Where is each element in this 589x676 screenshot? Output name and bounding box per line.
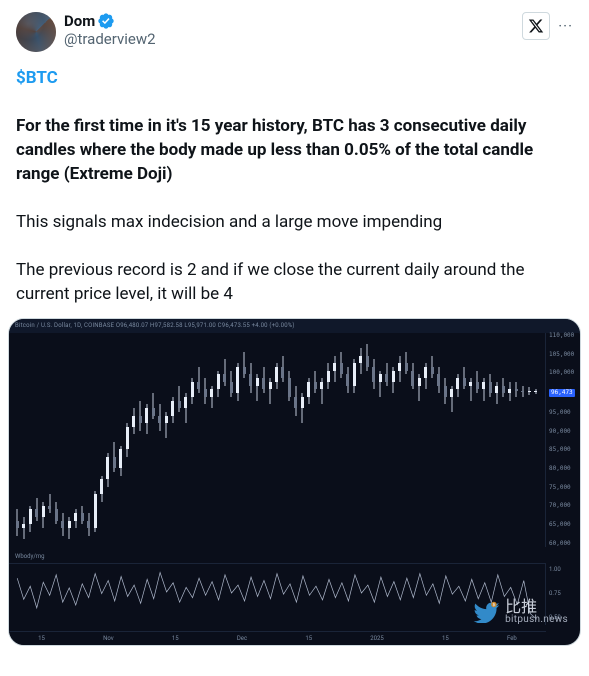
watermark: ₿ 比推 bitpush.news — [473, 599, 568, 625]
avatar[interactable] — [16, 12, 56, 52]
time-x-axis: 15 Nov 15 Dec 15 2025 15 Feb — [9, 631, 546, 645]
y-axis-label: 60,000 — [546, 541, 580, 547]
y-axis-label: 95,000 — [546, 410, 580, 416]
display-name[interactable]: Dom — [64, 12, 95, 30]
y-axis-label: 110,000 — [546, 333, 580, 339]
x-logo-icon[interactable] — [522, 12, 550, 40]
y-axis-label: 85,000 — [546, 447, 580, 453]
indicator-panel — [9, 563, 546, 625]
indicator-y-label: 0.75 — [546, 591, 580, 597]
tweet-card: Dom @traderview2 ··· $BTC For the first … — [0, 0, 589, 306]
tweet-para-2: This signals max indecision and a large … — [16, 210, 573, 234]
top-actions: ··· — [522, 12, 573, 40]
x-axis-label: Feb — [507, 635, 517, 642]
y-axis-label: 65,000 — [546, 522, 580, 528]
author-block: Dom @traderview2 — [64, 12, 156, 48]
price-y-axis: 110,000 105,000 100,000 96,473 95,000 90,000 8… — [546, 333, 580, 547]
x-axis-label: 2025 — [370, 635, 384, 642]
tweet-para-3: The previous record is 2 and if we close… — [16, 258, 573, 306]
handle[interactable]: @traderview2 — [64, 30, 156, 48]
svg-text:₿: ₿ — [493, 603, 496, 607]
x-axis-label: Nov — [103, 635, 114, 642]
watermark-cn-text: 比推 — [505, 599, 568, 615]
indicator-label: Wbody/rng — [15, 553, 45, 560]
tweet-header: Dom @traderview2 — [16, 12, 573, 52]
oscillator-line — [17, 572, 537, 619]
x-axis-label: 15 — [305, 635, 312, 642]
watermark-en-text: bitpush.news — [505, 615, 568, 625]
y-axis-label: 80,000 — [546, 466, 580, 472]
x-axis-label: 15 — [172, 635, 179, 642]
x-axis-label: Dec — [237, 635, 247, 642]
x-axis-label: 15 — [38, 635, 45, 642]
more-button[interactable]: ··· — [558, 17, 573, 35]
cashtag-link[interactable]: $BTC — [16, 68, 58, 88]
y-axis-label: 100,000 — [546, 370, 580, 376]
chart-image[interactable]: Bitcoin / U.S. Dollar, 1D, COINBASE O96,… — [8, 318, 581, 646]
verified-badge-icon — [97, 12, 115, 30]
tweet-body: $BTC For the first time in it's 15 year … — [16, 66, 573, 306]
tweet-para-1: For the first time in it's 15 year histo… — [16, 114, 573, 186]
indicator-y-label: 1.00 — [546, 567, 580, 573]
y-axis-label: 90,000 — [546, 429, 580, 435]
x-axis-label: 15 — [442, 635, 449, 642]
y-axis-label: 105,000 — [546, 352, 580, 358]
chart-header-text: Bitcoin / U.S. Dollar, 1D, COINBASE O96,… — [9, 319, 580, 333]
y-axis-label: 96,473 — [546, 389, 580, 397]
watermark-bird-icon: ₿ — [473, 601, 501, 623]
candlestick-panel — [9, 333, 546, 547]
y-axis-label: 70,000 — [546, 503, 580, 509]
y-axis-label: 75,000 — [546, 485, 580, 491]
